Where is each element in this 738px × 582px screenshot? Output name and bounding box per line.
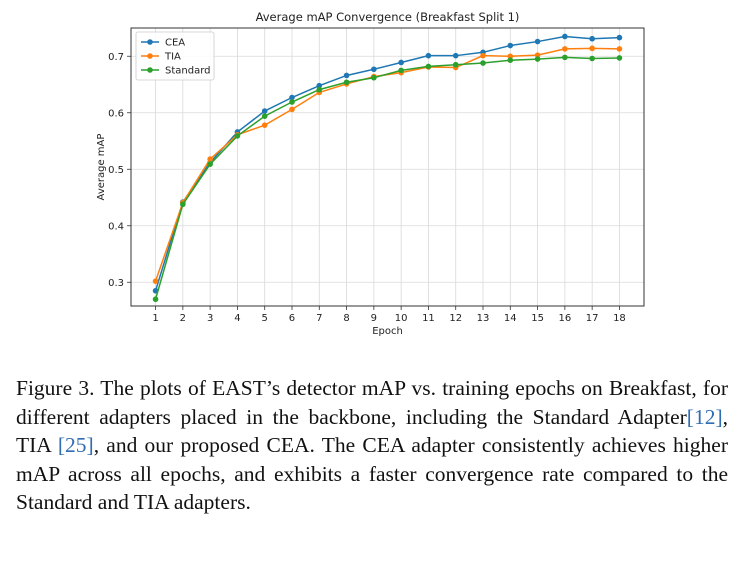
x-tick-label: 13 [477,313,490,324]
legend-marker-tia [147,53,153,59]
x-tick-label: 8 [343,313,349,324]
data-point-standard [398,67,404,74]
series-line-standard [154,56,620,300]
x-tick-label: 6 [289,313,295,324]
series-tia [152,45,623,284]
citation-link-25[interactable]: [25] [57,433,94,457]
x-axis-ticks: 1 2 3 4 5 6 7 8 9 10 11 12 13 14 15 16 17 18 [152,306,626,324]
x-tick-label: 3 [207,313,213,324]
y-tick-label: 0.5 [108,165,124,176]
data-point-standard [289,99,295,105]
grid [131,28,644,306]
caption-text-3: , and our proposed CEA. The CEA adapter … [16,433,728,514]
data-point-standard [371,74,377,81]
y-axis-ticks: 0.3 0.4 0.5 0.6 0.7 [108,52,131,289]
series-layer [152,33,623,303]
chart-title: Average mAP Convergence (Breakfast Split… [256,10,520,24]
y-tick-label: 0.7 [108,52,124,63]
data-point-cea [398,59,404,66]
data-point-standard [180,201,186,208]
data-point-tia [261,122,268,128]
caption-text-1: Figure 3. The plots of EAST’s detector m… [16,376,728,429]
legend-label-tia: TIA [164,52,181,63]
y-axis-label: Average mAP [96,134,107,201]
data-point-cea [507,42,514,49]
data-point-cea [616,34,623,41]
data-point-standard [234,133,241,139]
x-axis-label: Epoch [372,326,403,337]
data-point-standard [589,55,595,62]
series-standard [152,54,623,303]
figure-caption: Figure 3. The plots of EAST’s detector m… [16,374,728,517]
data-point-cea [289,94,295,101]
y-tick-label: 0.4 [108,221,124,232]
x-tick-label: 9 [371,313,377,324]
data-point-tia [616,46,623,52]
data-point-tia [480,52,486,59]
x-tick-label: 10 [395,313,408,324]
x-tick-label: 16 [558,313,571,324]
data-point-standard [616,55,623,61]
data-point-standard [452,61,459,68]
data-point-cea [371,66,377,73]
data-point-cea [562,33,568,40]
data-point-standard [207,161,213,167]
data-point-standard [152,296,159,303]
line-chart: Average mAP Convergence (Breakfast Split… [96,10,645,337]
data-point-tia [507,53,514,60]
x-tick-label: 5 [262,313,268,324]
citation-link-12[interactable]: [12] [686,404,723,429]
data-point-standard [316,86,323,93]
x-tick-label: 11 [422,313,435,324]
series-cea [152,33,623,294]
y-tick-label: 0.3 [108,278,124,289]
legend-box [135,31,215,81]
legend-marker-standard [147,67,153,73]
legend-label-cea: CEA [165,38,185,49]
x-tick-label: 12 [449,313,462,324]
series-line-tia [154,47,620,282]
data-point-cea [261,108,268,114]
x-tick-label: 4 [234,313,240,324]
x-tick-label: 15 [531,313,544,324]
data-point-tia [589,45,595,52]
x-tick-label: 18 [613,313,626,324]
data-point-tia [289,106,295,113]
data-point-standard [480,60,486,66]
data-point-standard [534,56,541,62]
x-tick-label: 2 [180,313,186,324]
data-point-cea [589,35,595,42]
data-point-tia [534,52,541,58]
legend-marker-cea [147,39,153,45]
data-point-cea [425,52,432,59]
data-point-standard [507,57,514,64]
y-tick-label: 0.6 [108,108,124,119]
x-tick-label: 7 [316,313,322,324]
legend-label-standard: Standard [165,66,211,77]
x-tick-label: 1 [152,313,158,324]
data-point-cea [316,82,323,89]
legend: CEA TIA Standard [135,31,215,81]
data-point-cea [452,52,459,59]
x-tick-label: 14 [504,313,517,324]
data-point-cea [534,38,541,45]
series-line-cea [154,35,620,291]
data-point-standard [425,63,432,70]
x-tick-label: 17 [586,313,599,324]
data-point-cea [343,72,350,79]
plot-frame [130,27,645,307]
data-point-tia [207,156,213,162]
caption-text-2: , TIA [16,404,728,458]
data-point-tia [152,278,159,284]
data-point-standard [562,54,568,61]
data-point-tia [562,46,568,52]
data-point-standard [261,113,268,119]
data-point-standard [343,79,350,86]
